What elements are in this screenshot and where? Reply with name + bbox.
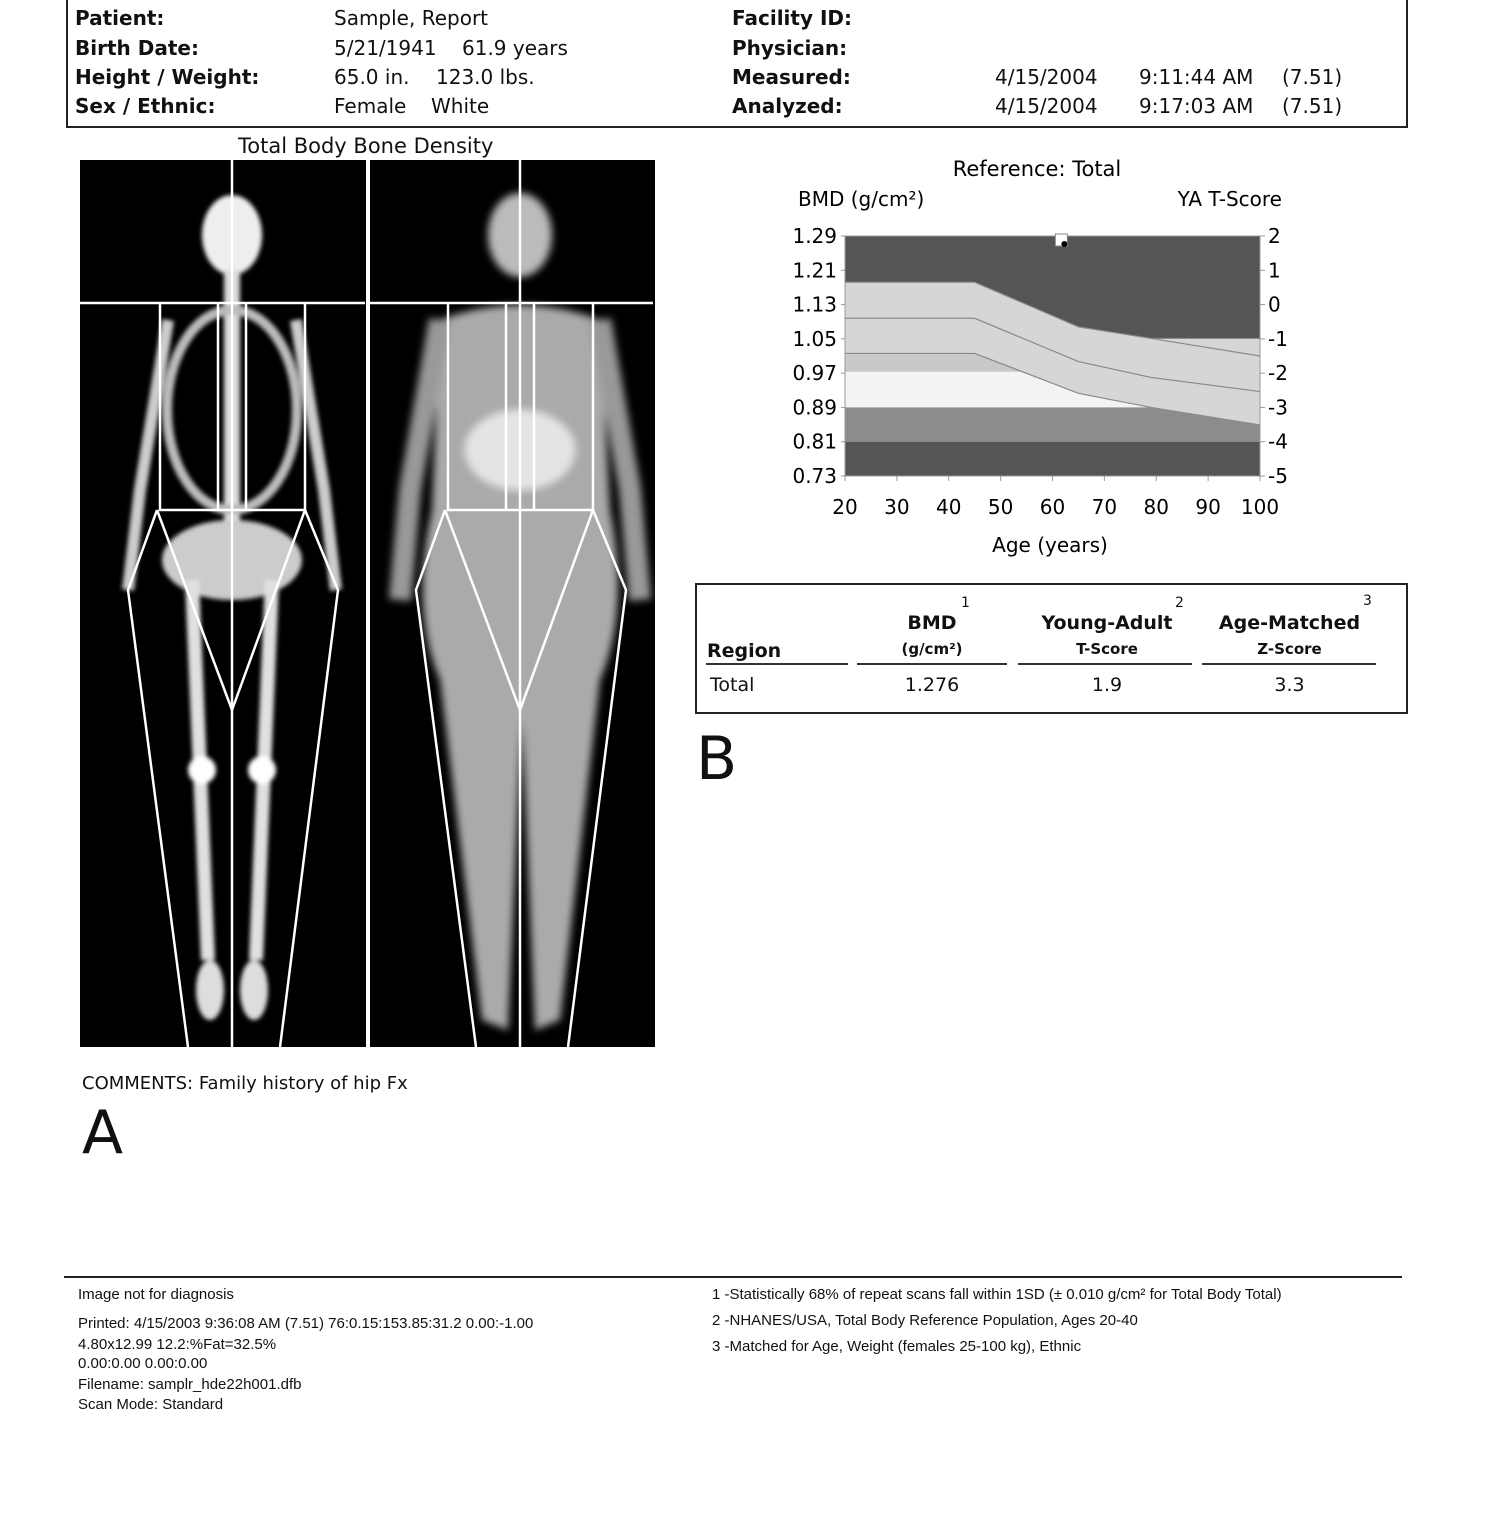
footnote-ref-3: 3	[1363, 593, 1372, 609]
reference-curve-minus1	[1150, 337, 1261, 357]
severe-osteoporosis-band	[845, 441, 1260, 476]
sex: Female	[334, 94, 407, 118]
y-tick-label: 0.81	[792, 430, 837, 454]
x-tick-label: 80	[1144, 495, 1169, 519]
patient-label: Patient:	[75, 6, 165, 30]
panel-label-a: A	[82, 1098, 124, 1168]
y2-tick-label: 0	[1268, 293, 1281, 317]
measured-label: Measured:	[732, 65, 851, 89]
x-tick-label: 70	[1092, 495, 1117, 519]
birth-date-label: Birth Date:	[75, 36, 199, 60]
physician-label: Physician:	[732, 36, 848, 60]
y2-tick-label: -2	[1268, 361, 1288, 385]
col-header-young-adult: Young-Adult	[1041, 612, 1173, 634]
y-axis-label: BMD (g/cm²)	[798, 187, 924, 211]
y2-axis-label: YA T-Score	[1177, 187, 1282, 211]
facility-label: Facility ID:	[732, 6, 853, 30]
y-tick-label: 0.89	[792, 395, 837, 419]
x-tick-label: 60	[1040, 495, 1065, 519]
ethnic: White	[431, 94, 490, 118]
x-axis-label: Age (years)	[992, 533, 1108, 557]
sex-ethnic-label: Sex / Ethnic:	[75, 94, 216, 118]
y2-tick-label: -5	[1268, 464, 1288, 488]
reference-curve-upper	[845, 281, 1260, 340]
col-header-bmd-unit: (g/cm²)	[901, 640, 963, 658]
y2-tick-label: 1	[1268, 258, 1281, 282]
x-tick-label: 100	[1241, 495, 1279, 519]
body-scan-images	[80, 160, 655, 1047]
footnote-ref-2: 2	[1175, 595, 1184, 611]
measured-date: 4/15/2004	[995, 65, 1098, 89]
age: 61.9 years	[462, 36, 568, 60]
col-header-region: Region	[707, 640, 782, 662]
y-tick-label: 1.21	[792, 258, 837, 282]
chart-title: Reference: Total	[953, 157, 1122, 181]
col-header-bmd: BMD	[907, 612, 957, 634]
scan-title: Total Body Bone Density	[238, 134, 494, 158]
footnote-2: 2 -NHANES/USA, Total Body Reference Popu…	[712, 1312, 1138, 1329]
footnote-3: 3 -Matched for Age, Weight (females 25-1…	[712, 1338, 1082, 1355]
cell-t-score: 1.9	[1091, 674, 1123, 696]
height: 65.0 in.	[334, 65, 410, 89]
weight: 123.0 lbs.	[436, 65, 535, 89]
scan-mode: Scan Mode: Standard	[78, 1396, 224, 1413]
bmd-reference-chart: Reference: Total BMD (g/cm²) YA T-Score …	[792, 157, 1288, 557]
comments: COMMENTS: Family history of hip Fx	[82, 1073, 408, 1094]
filename: Filename: samplr_hde22h001.dfb	[78, 1376, 302, 1393]
y2-tick-label: -1	[1268, 327, 1288, 351]
height-weight-label: Height / Weight:	[75, 65, 260, 89]
patient-info-header: Patient: Sample, Report Birth Date: 5/21…	[66, 0, 1408, 128]
analyzed-date: 4/15/2004	[995, 94, 1098, 118]
analyzed-time: 9:17:03 AM	[1139, 94, 1254, 118]
scan-params: 4.80x12.99 12.2:%Fat=32.5%	[78, 1336, 277, 1353]
col-header-age-matched: Age-Matched	[1218, 612, 1361, 634]
footnote-1: 1 -Statistically 68% of repeat scans fal…	[712, 1286, 1282, 1303]
patient-name: Sample, Report	[334, 6, 489, 30]
y2-tick-label: 2	[1268, 224, 1281, 248]
y-tick-label: 1.13	[792, 293, 837, 317]
y-tick-label: 0.73	[792, 464, 837, 488]
patient-bmd-point	[1061, 241, 1068, 247]
reference-curve-lower	[845, 352, 1261, 426]
printed-info: Printed: 4/15/2003 9:36:08 AM (7.51) 76:…	[78, 1315, 534, 1332]
bone-scan-panel	[80, 160, 367, 1047]
disclaimer: Image not for diagnosis	[78, 1286, 234, 1303]
y2-tick-label: -4	[1268, 430, 1288, 454]
scan-params-2: 0.00:0.00 0.00:0.00	[78, 1355, 208, 1372]
footnote-ref-1: 1	[961, 595, 970, 611]
x-tick-label: 30	[884, 495, 909, 519]
measured-time: 9:11:44 AM	[1139, 65, 1254, 89]
measured-version: (7.51)	[1282, 65, 1343, 89]
col-header-t-score: T-Score	[1076, 640, 1138, 658]
y2-tick-label: -3	[1268, 395, 1288, 419]
y-tick-label: 1.05	[792, 327, 837, 351]
footer-divider	[64, 1276, 1402, 1278]
results-table: Region BMD (g/cm²) 1 Young-Adult T-Score…	[695, 583, 1408, 714]
x-tick-label: 50	[988, 495, 1013, 519]
x-tick-label: 90	[1195, 495, 1220, 519]
x-tick-label: 20	[832, 495, 857, 519]
x-tick-label: 40	[936, 495, 961, 519]
cell-z-score: 3.3	[1274, 674, 1305, 696]
cell-bmd: 1.276	[904, 674, 960, 696]
col-header-z-score: Z-Score	[1257, 640, 1322, 658]
analyzed-label: Analyzed:	[732, 94, 843, 118]
panel-label-b: B	[696, 724, 738, 794]
cell-region: Total	[710, 674, 755, 696]
analyzed-version: (7.51)	[1282, 94, 1343, 118]
birth-date: 5/21/1941	[334, 36, 437, 60]
reference-curve-mid	[845, 317, 1261, 393]
y-tick-label: 0.97	[792, 361, 837, 385]
y-tick-label: 1.29	[792, 224, 837, 248]
